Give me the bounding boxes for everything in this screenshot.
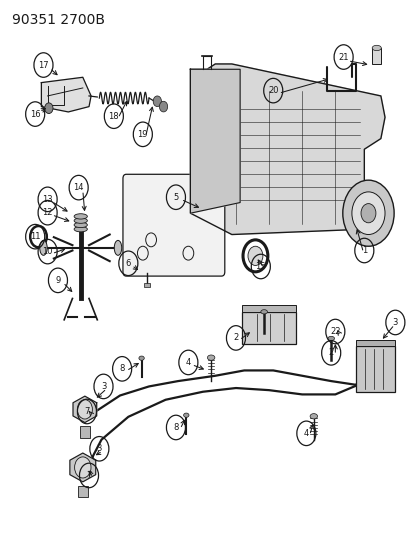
Circle shape	[153, 96, 161, 107]
Bar	[78, 486, 88, 497]
Ellipse shape	[260, 310, 267, 314]
Text: 5: 5	[173, 193, 178, 201]
Ellipse shape	[114, 240, 121, 255]
Bar	[355, 346, 394, 392]
Ellipse shape	[74, 218, 87, 223]
Bar	[80, 426, 90, 438]
Text: 90351 2700B: 90351 2700B	[12, 13, 105, 27]
Text: 19: 19	[137, 130, 148, 139]
Text: 2: 2	[328, 349, 333, 357]
Text: 8: 8	[119, 365, 124, 373]
Ellipse shape	[40, 240, 47, 255]
Circle shape	[159, 101, 167, 112]
Text: 3: 3	[97, 445, 102, 453]
Text: 18: 18	[108, 112, 119, 120]
Text: 3: 3	[101, 382, 106, 391]
Circle shape	[45, 103, 53, 114]
Text: 14: 14	[73, 183, 84, 192]
Ellipse shape	[207, 355, 214, 360]
Text: 16: 16	[30, 110, 40, 118]
Circle shape	[342, 180, 393, 246]
Bar	[144, 283, 150, 287]
Polygon shape	[190, 69, 240, 213]
Text: 17: 17	[38, 61, 49, 69]
Polygon shape	[70, 453, 95, 482]
Ellipse shape	[371, 45, 380, 51]
Text: 11: 11	[30, 232, 40, 241]
Circle shape	[74, 457, 91, 478]
Text: 9: 9	[55, 276, 60, 285]
Polygon shape	[73, 396, 97, 423]
Text: 4: 4	[185, 358, 190, 367]
Bar	[355, 340, 394, 346]
Text: 7: 7	[86, 471, 91, 480]
Text: 2: 2	[233, 334, 238, 342]
Text: 12: 12	[42, 208, 53, 217]
Circle shape	[360, 204, 375, 223]
Text: 15: 15	[255, 262, 266, 271]
Text: 8: 8	[173, 423, 178, 432]
Text: 20: 20	[267, 86, 278, 95]
Text: 13: 13	[42, 195, 53, 204]
Ellipse shape	[74, 214, 87, 219]
Ellipse shape	[74, 222, 87, 228]
Bar	[242, 312, 295, 344]
Text: 7: 7	[84, 407, 89, 416]
Ellipse shape	[74, 227, 87, 232]
Polygon shape	[41, 77, 91, 112]
Text: 10: 10	[42, 247, 53, 256]
Text: 3: 3	[392, 318, 397, 327]
Bar	[371, 48, 380, 64]
Text: 22: 22	[329, 327, 340, 336]
Text: 21: 21	[337, 53, 348, 61]
Ellipse shape	[139, 356, 144, 360]
Polygon shape	[190, 64, 384, 235]
Circle shape	[247, 246, 262, 265]
Text: 6: 6	[126, 259, 131, 268]
Ellipse shape	[183, 413, 188, 417]
Ellipse shape	[327, 336, 334, 341]
Text: 1: 1	[361, 246, 366, 255]
Circle shape	[351, 192, 384, 235]
Ellipse shape	[309, 414, 317, 419]
FancyBboxPatch shape	[123, 174, 224, 276]
Text: 4: 4	[303, 429, 308, 438]
Bar	[242, 305, 295, 312]
Circle shape	[77, 400, 92, 419]
